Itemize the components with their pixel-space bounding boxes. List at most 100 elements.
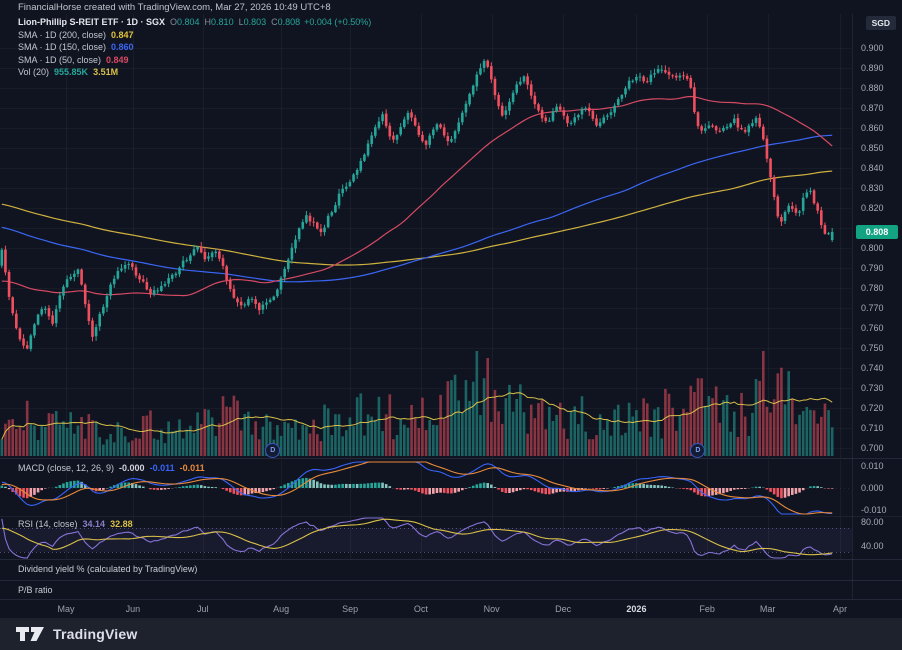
dividend-marker[interactable]: D — [265, 443, 281, 458]
volume-value: 3.51M — [93, 67, 119, 77]
sma-indicator-value: 0.860 — [111, 42, 134, 52]
tradingview-logo-icon[interactable] — [16, 626, 46, 642]
rsi-value: 34.14 — [82, 519, 106, 529]
price-tick-label: 0.870 — [861, 102, 884, 113]
time-axis-label: Jul — [197, 604, 209, 614]
price-tick-label: 0.740 — [861, 362, 884, 373]
axis-divider — [852, 14, 853, 599]
time-axis-label: May — [57, 604, 75, 614]
price-tick-label: 0.790 — [861, 262, 884, 273]
change-value: +0.004 (+0.50%) — [304, 17, 372, 27]
ohlc-value: 0.808 — [277, 17, 301, 27]
price-tick-label: 0.700 — [861, 442, 884, 453]
sma-indicator-value: 0.847 — [111, 29, 134, 40]
price-tick-label: 0.710 — [861, 422, 884, 433]
rsi-indicator-label[interactable]: RSI (14, close) — [18, 519, 78, 529]
footer-bar: TradingView — [0, 618, 902, 650]
price-tick-label: 0.850 — [861, 142, 884, 153]
macd-value: -0.011 — [179, 463, 205, 473]
rsi-values: 34.14 32.88 — [78, 519, 133, 529]
volume-indicator-label[interactable]: Vol (20) — [18, 67, 50, 77]
sma-indicator-row[interactable]: SMA · 1D (150, close) 0.860 — [18, 42, 371, 53]
macd-tick-label: -0.010 — [861, 504, 887, 515]
ohlc-values: O0.804 H0.810 L0.803 C0.808 — [165, 17, 300, 27]
currency-button[interactable]: SGD — [865, 16, 896, 30]
macd-value: -0.011 — [149, 463, 175, 473]
time-axis-label: Apr — [833, 604, 848, 614]
macd-value: -0.000 — [119, 463, 145, 473]
time-axis-label: Sep — [342, 604, 359, 614]
price-tick-label: 0.890 — [861, 62, 884, 73]
sma-indicator-rows: SMA · 1D (200, close) 0.847 SMA · 1D (150,… — [18, 30, 371, 66]
price-tick-label: 0.770 — [861, 302, 884, 313]
price-tick-label: 0.760 — [861, 322, 884, 333]
ohlc-value: 0.803 — [243, 17, 267, 27]
pane-separator — [0, 580, 902, 581]
volume-values: 955.85K 3.51M — [49, 67, 118, 77]
time-axis[interactable]: May Jun Jul Aug Sep Oct Nov Dec 2026 Feb Mar Apr — [0, 600, 852, 617]
price-tick-label: 0.720 — [861, 402, 884, 413]
volume-indicator-row[interactable]: Vol (20) 955.85K 3.51M — [18, 67, 371, 78]
current-price-label: 0.808 — [856, 225, 898, 239]
macd-tick-label: 0.000 — [861, 482, 884, 493]
price-chart-canvas[interactable] — [0, 14, 852, 458]
sma-indicator-row[interactable]: SMA · 1D (50, close) 0.849 — [18, 55, 371, 66]
rsi-value: 32.88 — [110, 519, 133, 529]
pane-separator — [0, 599, 902, 600]
tradingview-brand-text[interactable]: TradingView — [53, 626, 138, 642]
time-axis-label: Aug — [273, 604, 290, 614]
macd-canvas[interactable] — [0, 460, 852, 516]
dividend-yield-panel-label[interactable]: Dividend yield % (calculated by TradingV… — [18, 564, 198, 574]
time-axis-label: Oct — [413, 604, 428, 614]
pane-separator — [0, 516, 902, 517]
ohlc-letter: O — [170, 17, 178, 27]
price-tick-label: 0.860 — [861, 122, 884, 133]
price-tick-label: 0.880 — [861, 82, 884, 93]
rsi-legend-row[interactable]: RSI (14, close) 34.14 32.88 — [18, 519, 133, 529]
price-tick-label: 0.730 — [861, 382, 884, 393]
symbol-row[interactable]: Lion-Phillip S-REIT ETF · 1D · SGX O0.804… — [18, 17, 371, 28]
dividend-yield-panel: Dividend yield % (calculated by TradingV… — [0, 560, 852, 580]
attribution-text: FinancialHorse created with TradingView.… — [18, 2, 331, 13]
price-tick-label: 0.820 — [861, 202, 884, 213]
rsi-tick-label: 80.00 — [861, 516, 884, 527]
sma-indicator-label[interactable]: SMA · 1D (150, close) — [18, 42, 107, 52]
time-axis-label: Nov — [483, 604, 500, 614]
price-tick-label: 0.900 — [861, 42, 884, 53]
time-axis-label: Mar — [759, 604, 776, 614]
pane-separator — [0, 458, 902, 459]
price-tick-label: 0.800 — [861, 242, 884, 253]
price-tick-label: 0.830 — [861, 182, 884, 193]
macd-tick-label: 0.010 — [861, 460, 884, 471]
time-axis-label: Dec — [555, 604, 572, 614]
price-tick-label: 0.780 — [861, 282, 884, 293]
pb-ratio-panel: P/B ratio — [0, 581, 852, 599]
pane-separator — [0, 559, 902, 560]
right-price-scale[interactable]: 0.900 0.890 0.880 0.870 0.860 0.850 0.840 0.830… — [853, 14, 902, 599]
ohlc-value: 0.804 — [177, 17, 200, 27]
price-tick-label: 0.840 — [861, 162, 884, 173]
price-tick-label: 0.750 — [861, 342, 884, 353]
dividend-marker[interactable]: D — [690, 443, 706, 458]
time-axis-label: Feb — [699, 604, 715, 614]
time-axis-label: Jun — [125, 604, 141, 614]
sma-indicator-label[interactable]: SMA · 1D (200, close) — [18, 29, 107, 40]
volume-value: 955.85K — [54, 67, 89, 77]
macd-indicator-label[interactable]: MACD (close, 12, 26, 9) — [18, 463, 115, 473]
ohlc-letter: H — [204, 17, 212, 27]
macd-values: -0.000 -0.011 -0.011 — [114, 463, 205, 473]
time-axis-label: 2026 — [626, 604, 647, 614]
macd-legend-row[interactable]: MACD (close, 12, 26, 9) -0.000 -0.011 -0.01… — [18, 463, 205, 473]
sma-indicator-row[interactable]: SMA · 1D (200, close) 0.847 — [18, 30, 371, 41]
rsi-tick-label: 40.00 — [861, 540, 884, 551]
symbol-descriptor[interactable]: Lion-Phillip S-REIT ETF · 1D · SGX — [18, 17, 165, 27]
sma-indicator-label[interactable]: SMA · 1D (50, close) — [18, 54, 102, 65]
sma-indicator-value: 0.849 — [106, 54, 129, 65]
ohlc-value: 0.810 — [211, 17, 234, 27]
ohlc-letter: L — [238, 17, 244, 27]
ohlc-letter: C — [271, 17, 278, 27]
rsi-canvas[interactable] — [0, 517, 852, 559]
symbol-legend: Lion-Phillip S-REIT ETF · 1D · SGX O0.804… — [18, 17, 371, 80]
pb-ratio-panel-label[interactable]: P/B ratio — [18, 585, 53, 595]
